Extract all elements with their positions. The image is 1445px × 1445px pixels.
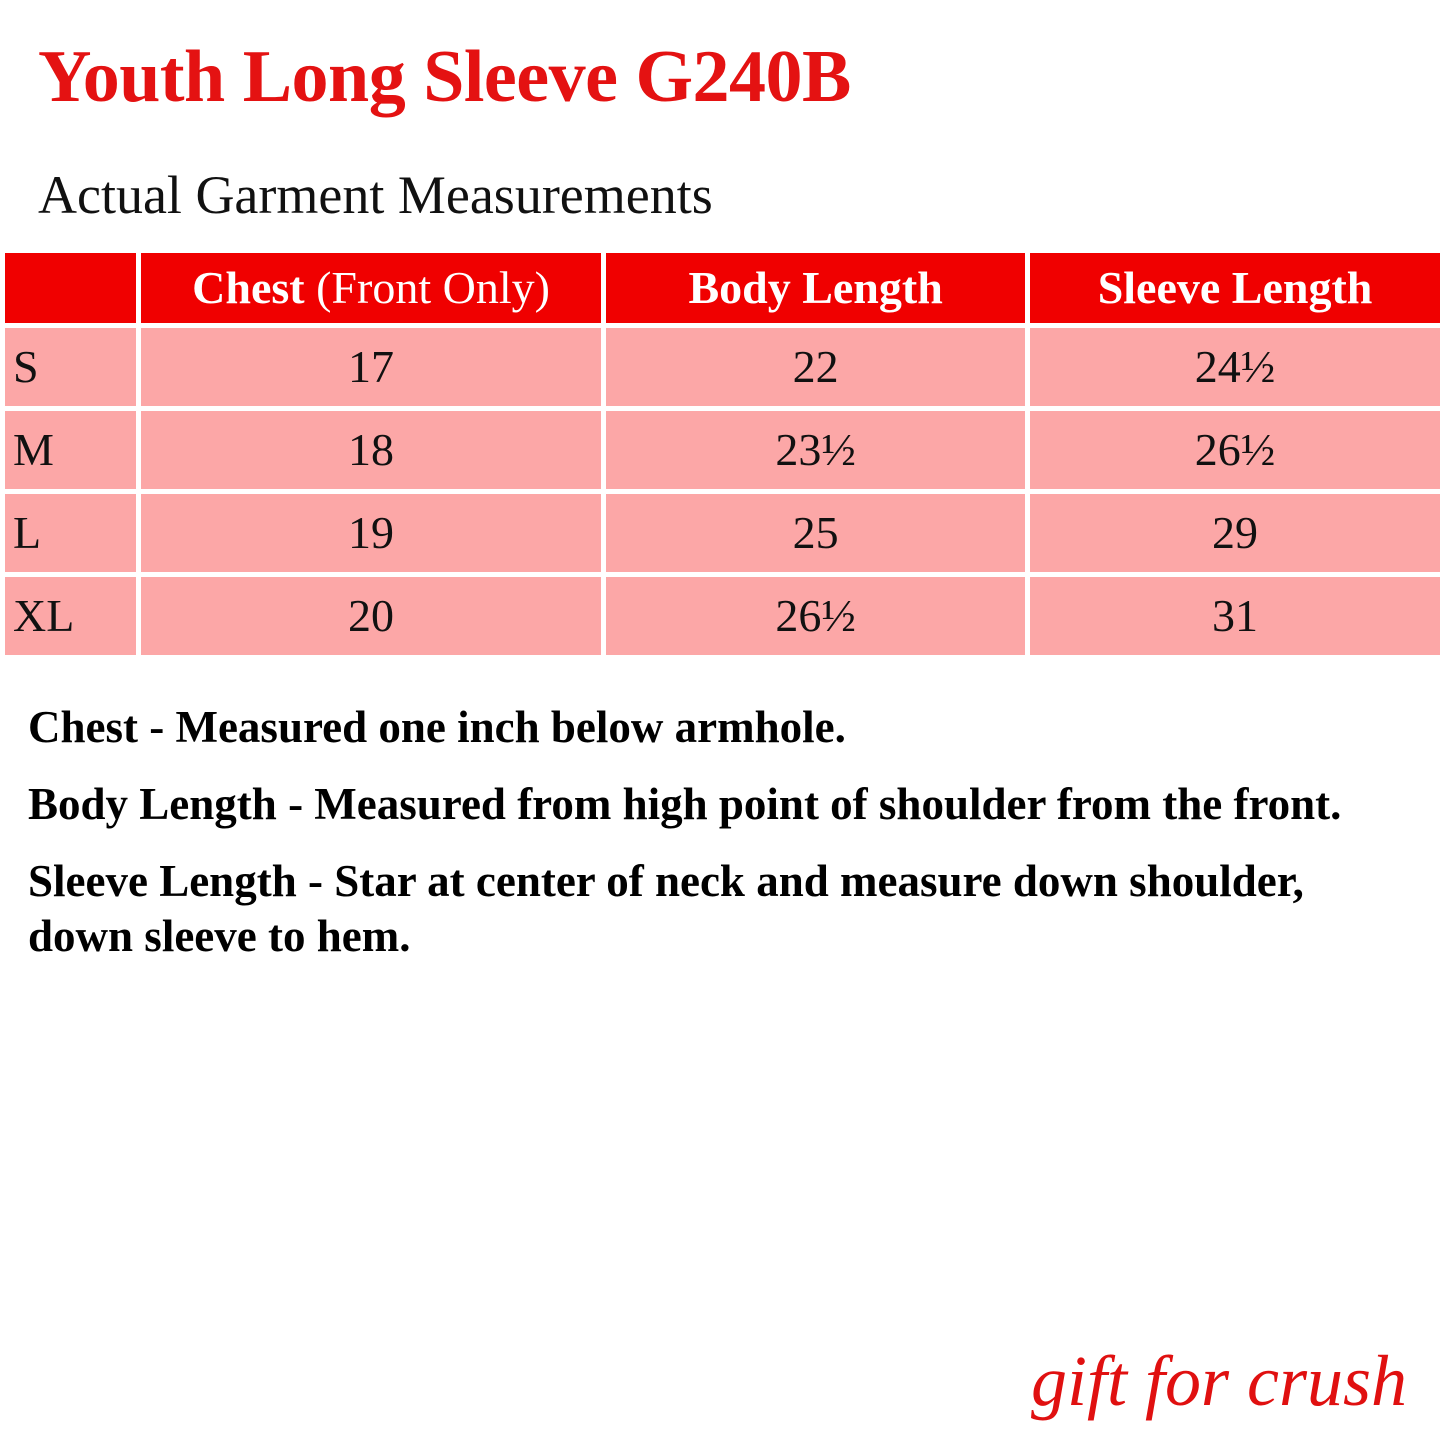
cell-body-length: 23½ <box>606 411 1026 489</box>
brand-logo: gift for crush <box>1030 1341 1407 1421</box>
column-header-body-length: Body Length <box>606 253 1026 323</box>
column-header-chest-sub: (Front Only) <box>304 262 550 313</box>
cell-body-length: 25 <box>606 494 1026 572</box>
page-subtitle: Actual Garment Measurements <box>38 165 713 225</box>
note-chest: Chest - Measured one inch below armhole. <box>28 702 846 752</box>
cell-size: M <box>5 411 136 489</box>
page-title: Youth Long Sleeve G240B <box>38 36 851 118</box>
cell-size: L <box>5 494 136 572</box>
cell-sleeve-length: 26½ <box>1030 411 1440 489</box>
table-row: S 17 22 24½ <box>5 328 1440 406</box>
measurement-notes: Chest - Measured one inch below armhole.… <box>28 700 1398 986</box>
cell-sleeve-length: 24½ <box>1030 328 1440 406</box>
cell-sleeve-length: 31 <box>1030 577 1440 655</box>
cell-chest: 17 <box>140 328 602 406</box>
cell-chest: 19 <box>140 494 602 572</box>
note-body-length: Body Length - Measured from high point o… <box>28 778 1342 829</box>
column-header-chest-main: Chest <box>192 262 305 313</box>
cell-size: S <box>5 328 136 406</box>
cell-sleeve-length: 29 <box>1030 494 1440 572</box>
cell-body-length: 22 <box>606 328 1026 406</box>
cell-chest: 20 <box>140 577 602 655</box>
table-row: XL 20 26½ 31 <box>5 577 1440 655</box>
column-header-chest: Chest (Front Only) <box>140 253 602 323</box>
table-row: L 19 25 29 <box>5 494 1440 572</box>
column-header-size <box>5 253 136 323</box>
note-sleeve-length: Sleeve Length - Star at center of neck a… <box>28 855 1304 961</box>
column-header-sleeve-length: Sleeve Length <box>1030 253 1440 323</box>
cell-size: XL <box>5 577 136 655</box>
cell-body-length: 26½ <box>606 577 1026 655</box>
table-row: M 18 23½ 26½ <box>5 411 1440 489</box>
cell-chest: 18 <box>140 411 602 489</box>
table-header-row: Chest (Front Only) Body Length Sleeve Le… <box>5 253 1440 323</box>
measurements-table: Chest (Front Only) Body Length Sleeve Le… <box>0 248 1445 660</box>
